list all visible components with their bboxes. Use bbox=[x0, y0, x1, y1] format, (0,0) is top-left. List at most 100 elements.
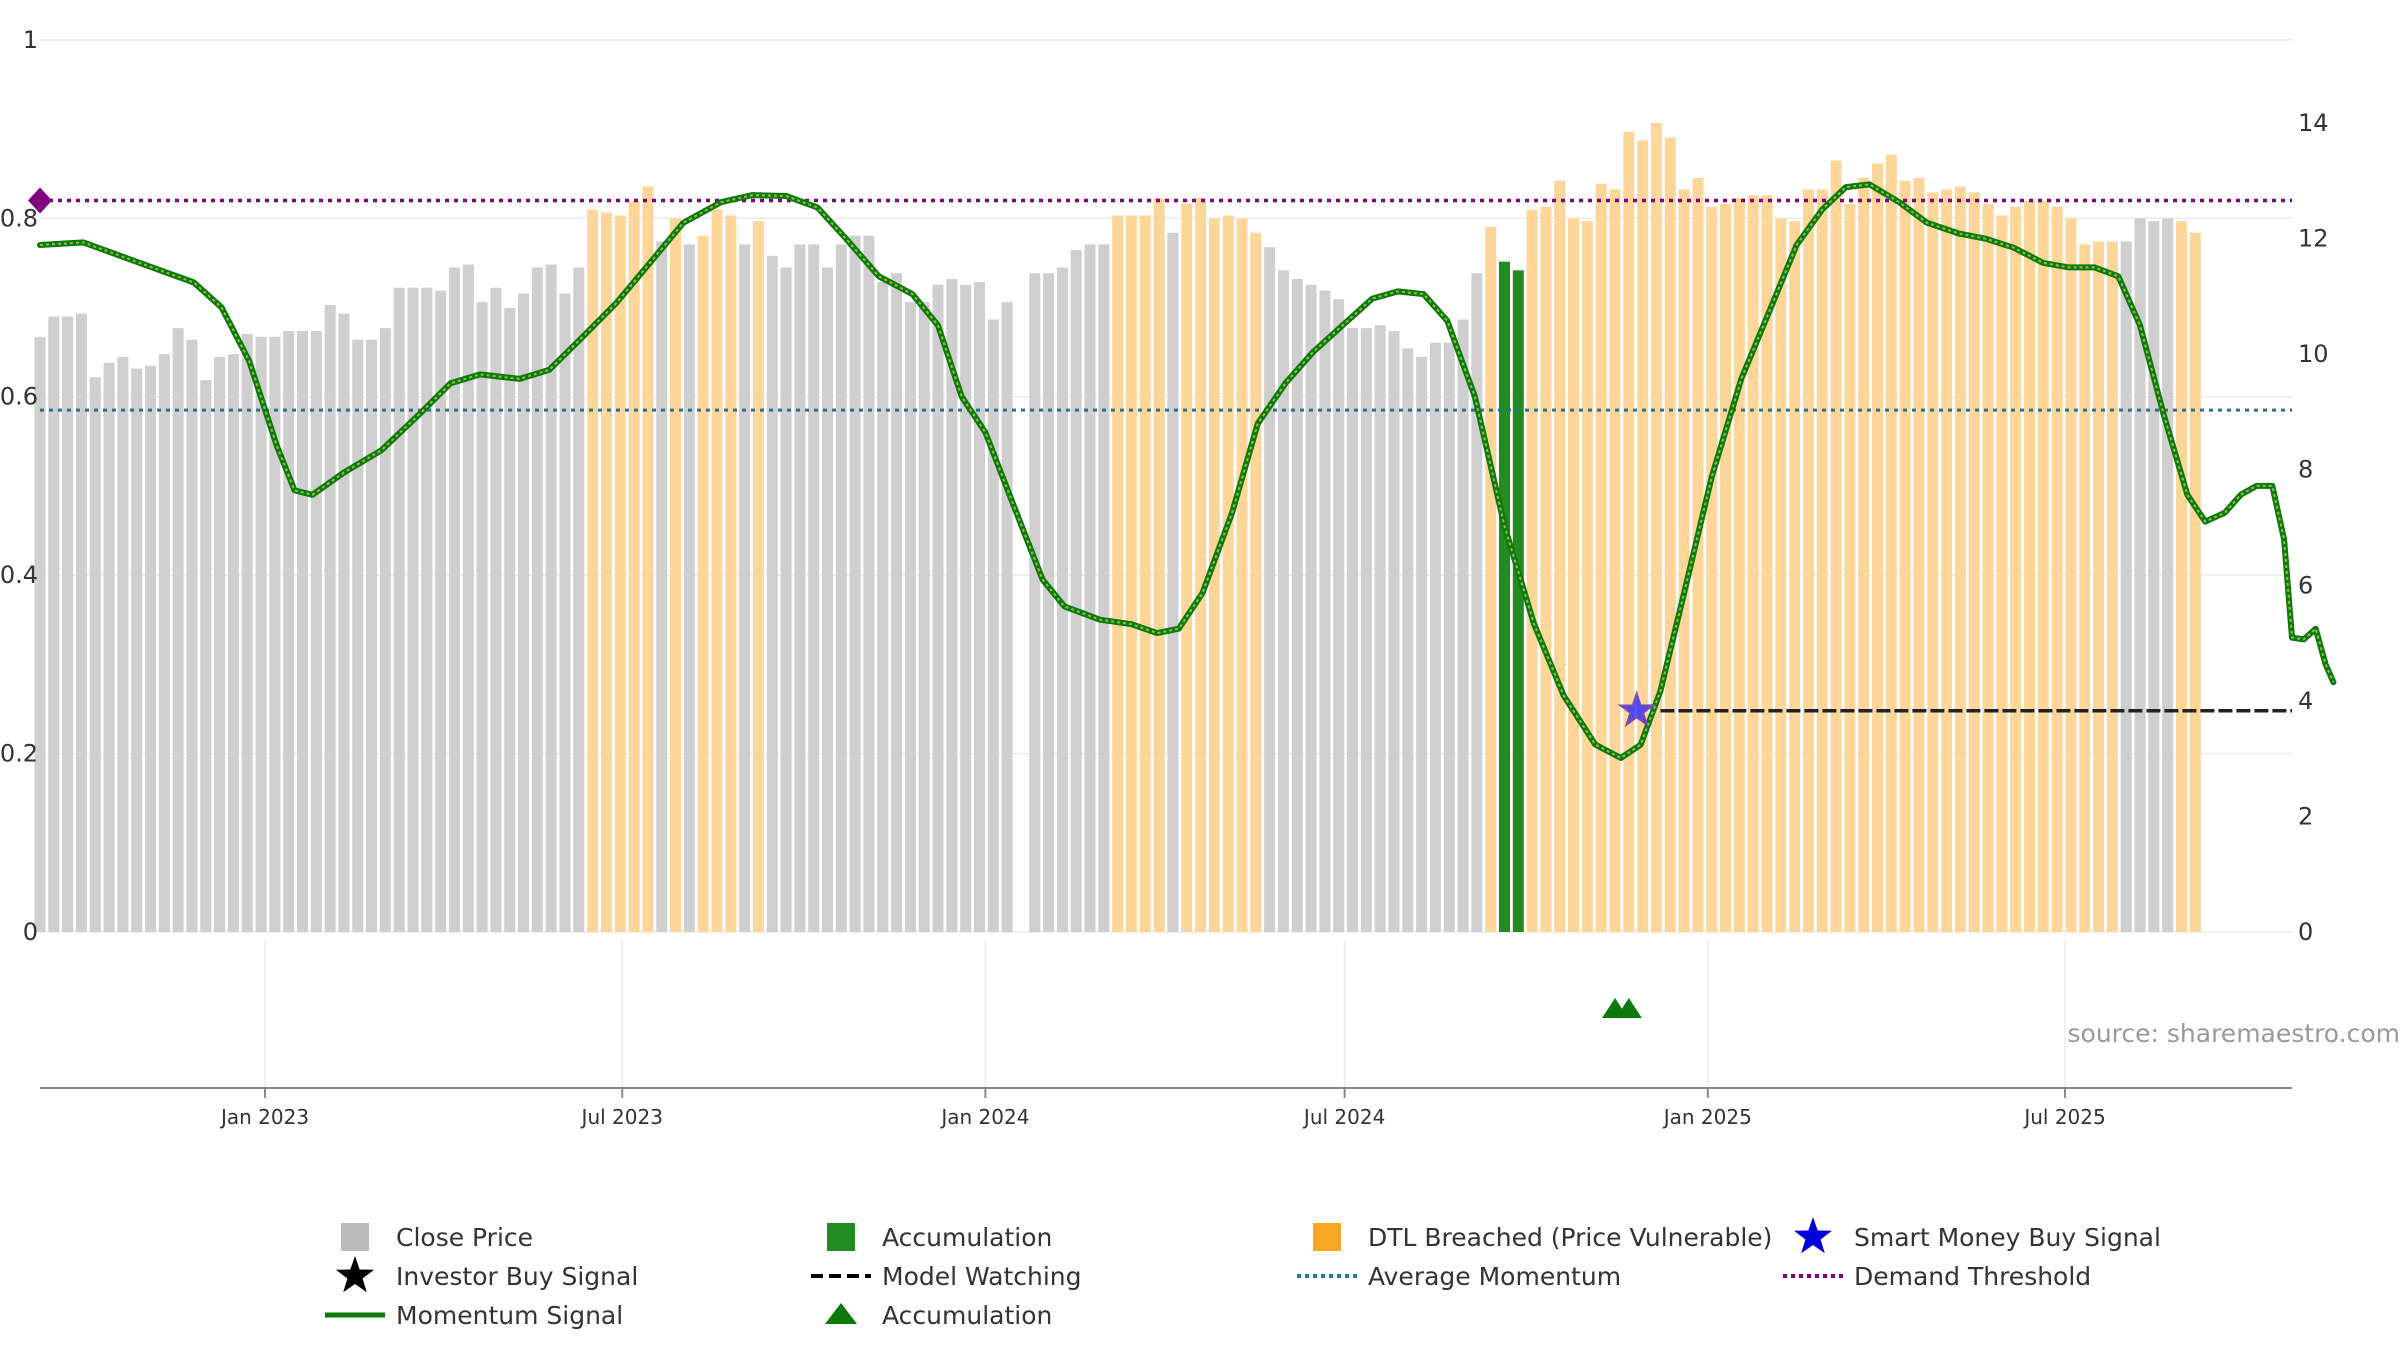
price-bar bbox=[1885, 154, 1897, 932]
price-bar bbox=[1968, 192, 1980, 933]
legend-triangle-icon bbox=[825, 1303, 857, 1324]
price-bar bbox=[587, 209, 599, 932]
legend-swatch bbox=[341, 1223, 369, 1251]
price-bar bbox=[2189, 232, 2201, 933]
legend-label: Demand Threshold bbox=[1854, 1262, 2091, 1291]
reference-lines bbox=[28, 187, 2292, 713]
price-bar bbox=[1264, 247, 1276, 933]
price-bar bbox=[1416, 357, 1428, 933]
price-bar bbox=[1554, 180, 1566, 933]
price-bar bbox=[1830, 160, 1842, 932]
price-bar bbox=[1664, 137, 1676, 933]
price-bar bbox=[614, 215, 626, 932]
legend-label: Investor Buy Signal bbox=[396, 1262, 638, 1291]
price-bar bbox=[1650, 123, 1662, 932]
price-bar bbox=[1402, 348, 1414, 933]
left-tick-label: 0 bbox=[23, 918, 38, 946]
price-bar bbox=[1347, 328, 1359, 932]
price-bar bbox=[1485, 227, 1497, 932]
legend-label: Model Watching bbox=[882, 1262, 1082, 1291]
price-bar bbox=[2093, 241, 2105, 933]
price-bar bbox=[891, 273, 903, 932]
price-bar bbox=[1954, 186, 1966, 933]
price-bar bbox=[172, 328, 184, 932]
right-tick-label: 2 bbox=[2298, 802, 2313, 830]
price-bar bbox=[946, 279, 958, 932]
price-bar bbox=[1098, 244, 1110, 933]
right-tick-label: 8 bbox=[2298, 456, 2313, 484]
price-bar bbox=[518, 293, 530, 932]
left-tick-label: 0.4 bbox=[0, 561, 38, 589]
legend: Close Price Accumulation DTL Breached (Pri… bbox=[325, 1217, 2161, 1330]
price-bar bbox=[186, 339, 198, 933]
price-bar bbox=[822, 267, 834, 932]
legend-item-close: Close Price bbox=[341, 1223, 533, 1252]
left-tick-label: 1 bbox=[23, 26, 38, 54]
price-bar bbox=[338, 313, 350, 932]
price-bar bbox=[973, 281, 985, 932]
price-bar bbox=[1471, 273, 1483, 932]
price-bar bbox=[324, 305, 336, 932]
price-bar bbox=[89, 377, 101, 932]
price-bar bbox=[269, 336, 281, 932]
price-bar bbox=[2079, 244, 2091, 933]
price-bar bbox=[1043, 273, 1055, 932]
price-bar bbox=[103, 362, 115, 933]
price-bar bbox=[1623, 131, 1635, 933]
price-bar bbox=[310, 331, 322, 932]
price-bar bbox=[766, 255, 778, 932]
x-tick-label: Jan 2024 bbox=[939, 1105, 1029, 1129]
price-bar bbox=[366, 339, 378, 933]
legend-swatch bbox=[1313, 1223, 1341, 1251]
price-bar bbox=[490, 287, 502, 932]
price-bar bbox=[1457, 319, 1469, 932]
x-tick-label: Jul 2024 bbox=[1302, 1105, 1385, 1129]
right-tick-label: 6 bbox=[2298, 571, 2313, 599]
legend-item-watch: Model Watching bbox=[811, 1262, 1082, 1291]
axes: Jan 2023 Jul 2023 Jan 2024 Jul 2024 Jan 2025… bbox=[0, 26, 2329, 1129]
price-bar bbox=[1927, 192, 1939, 933]
legend-label: Accumulation bbox=[882, 1301, 1052, 1330]
price-bar bbox=[297, 331, 309, 932]
price-bar bbox=[1236, 218, 1248, 932]
price-bar bbox=[1858, 177, 1870, 932]
price-bar bbox=[48, 316, 60, 932]
price-bar bbox=[545, 264, 557, 932]
price-bar bbox=[227, 354, 239, 933]
price-bar bbox=[352, 339, 364, 933]
price-bar bbox=[1305, 284, 1317, 932]
price-bar bbox=[1319, 290, 1331, 932]
price-bar bbox=[2106, 241, 2118, 933]
price-bar bbox=[1609, 189, 1621, 933]
x-tick-label: Jul 2023 bbox=[580, 1105, 663, 1129]
price-bar bbox=[1706, 206, 1718, 932]
price-bar bbox=[877, 281, 889, 932]
price-bar bbox=[1125, 215, 1137, 932]
left-tick-label: 0.6 bbox=[0, 383, 38, 411]
price-bar bbox=[1775, 218, 1787, 932]
price-bar bbox=[255, 336, 267, 932]
price-bar bbox=[1540, 206, 1552, 932]
price-bar bbox=[2120, 241, 2132, 933]
price-bar bbox=[1333, 299, 1345, 932]
price-bar bbox=[476, 302, 488, 932]
legend-label: Momentum Signal bbox=[396, 1301, 623, 1330]
legend-label: Accumulation bbox=[882, 1223, 1052, 1252]
smart-money-buy-signal-star bbox=[1617, 690, 1657, 728]
price-bar bbox=[1595, 183, 1607, 933]
price-bar bbox=[573, 267, 585, 932]
price-bar bbox=[1802, 189, 1814, 933]
legend-label: Smart Money Buy Signal bbox=[1854, 1223, 2161, 1252]
price-bar bbox=[1429, 342, 1441, 933]
price-bar bbox=[697, 235, 709, 933]
price-bar bbox=[794, 244, 806, 933]
price-bar bbox=[2162, 218, 2174, 932]
price-bar bbox=[531, 267, 543, 932]
price-bar bbox=[1761, 195, 1773, 932]
price-bar bbox=[1789, 221, 1801, 932]
price-bar bbox=[283, 331, 295, 932]
price-bar bbox=[1498, 261, 1510, 933]
price-bar bbox=[752, 221, 764, 932]
price-bar bbox=[863, 235, 875, 933]
price-bar bbox=[214, 357, 226, 933]
